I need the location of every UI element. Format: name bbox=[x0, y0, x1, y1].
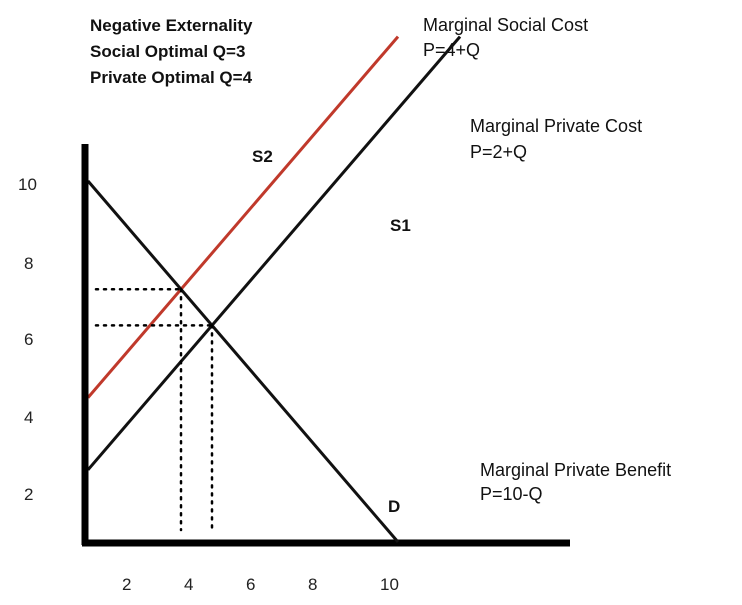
y-tick-label-10: 10 bbox=[18, 175, 37, 194]
msc-curve bbox=[86, 35, 400, 399]
y-tick-label-2: 2 bbox=[24, 485, 33, 504]
mpb-name-label: Marginal Private Benefit bbox=[480, 460, 671, 480]
y-tick-label-8: 8 bbox=[24, 254, 33, 273]
msc-short-label: S2 bbox=[252, 147, 273, 166]
chart-title-line-3: Private Optimal Q=4 bbox=[90, 68, 253, 87]
x-tick-label-4: 4 bbox=[184, 575, 193, 594]
x-tick-label-10: 10 bbox=[380, 575, 399, 594]
mpb-curve bbox=[86, 180, 400, 543]
y-tick-label-4: 4 bbox=[24, 408, 33, 427]
x-tick-label-2: 2 bbox=[122, 575, 131, 594]
chart-title-line-1: Negative Externality bbox=[90, 16, 253, 35]
mpc-short-label: S1 bbox=[390, 216, 411, 235]
mpb-short-label: D bbox=[388, 497, 400, 516]
x-tick-label-6: 6 bbox=[246, 575, 255, 594]
mpc-equation-label: P=2+Q bbox=[470, 142, 527, 162]
x-tick-label-8: 8 bbox=[308, 575, 317, 594]
msc-name-label: Marginal Social Cost bbox=[423, 15, 588, 35]
mpb-equation-label: P=10-Q bbox=[480, 484, 543, 504]
msc-equation-label: P=4+Q bbox=[423, 40, 480, 60]
mpc-curve bbox=[86, 35, 462, 471]
chart-title-line-2: Social Optimal Q=3 bbox=[90, 42, 245, 61]
mpc-name-label: Marginal Private Cost bbox=[470, 116, 642, 136]
y-tick-label-6: 6 bbox=[24, 330, 33, 349]
